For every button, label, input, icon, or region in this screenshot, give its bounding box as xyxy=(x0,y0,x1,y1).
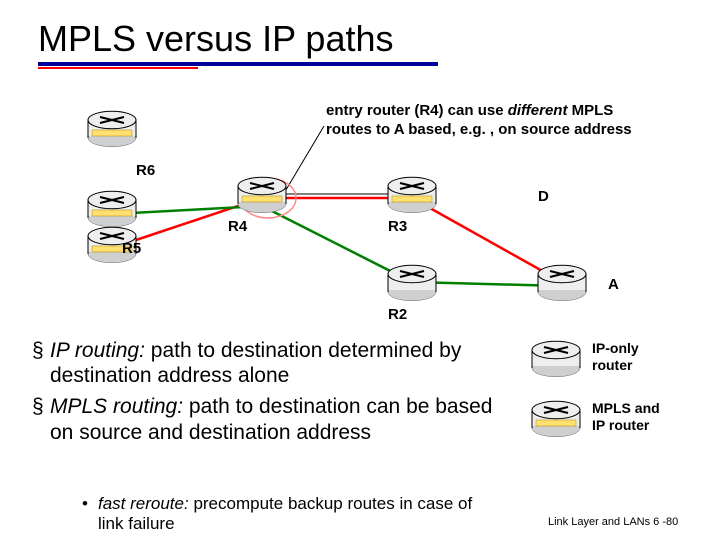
legend-1-l1: MPLS and xyxy=(592,400,660,416)
bullet-ip-routing: § IP routing: path to destination determ… xyxy=(50,338,510,388)
slide-footer: Link Layer and LANs 6 -80 xyxy=(548,516,678,528)
bullet-lead-1: MPLS routing: xyxy=(50,395,189,418)
subbullet-marker: • xyxy=(82,494,88,514)
router-label-d: D xyxy=(538,188,549,205)
router-label-r4: R4 xyxy=(228,218,247,235)
legend-1-l2: IP router xyxy=(592,417,649,433)
subbullet-lead: fast reroute: xyxy=(98,494,189,513)
router-label-r5: R5 xyxy=(122,240,141,257)
router-label-a: A xyxy=(608,276,619,293)
bullet-mpls-routing: § MPLS routing: path to destination can … xyxy=(50,394,510,444)
bullet-marker: § xyxy=(32,394,44,419)
legend-ip-only: IP-only router xyxy=(592,340,639,374)
router-label-r6: R6 xyxy=(136,162,155,179)
router-label-r2: R2 xyxy=(388,306,407,323)
bullet-lead-0: IP routing: xyxy=(50,339,151,362)
network-diagram xyxy=(0,0,720,540)
router-label-r3: R3 xyxy=(388,218,407,235)
legend-mpls: MPLS and IP router xyxy=(592,400,660,434)
bullet-marker: § xyxy=(32,338,44,363)
bullet-list: § IP routing: path to destination determ… xyxy=(50,338,510,451)
subbullet-fast-reroute: • fast reroute: precompute backup routes… xyxy=(98,494,498,535)
legend-0-l2: router xyxy=(592,357,632,373)
legend-0-l1: IP-only xyxy=(592,340,639,356)
